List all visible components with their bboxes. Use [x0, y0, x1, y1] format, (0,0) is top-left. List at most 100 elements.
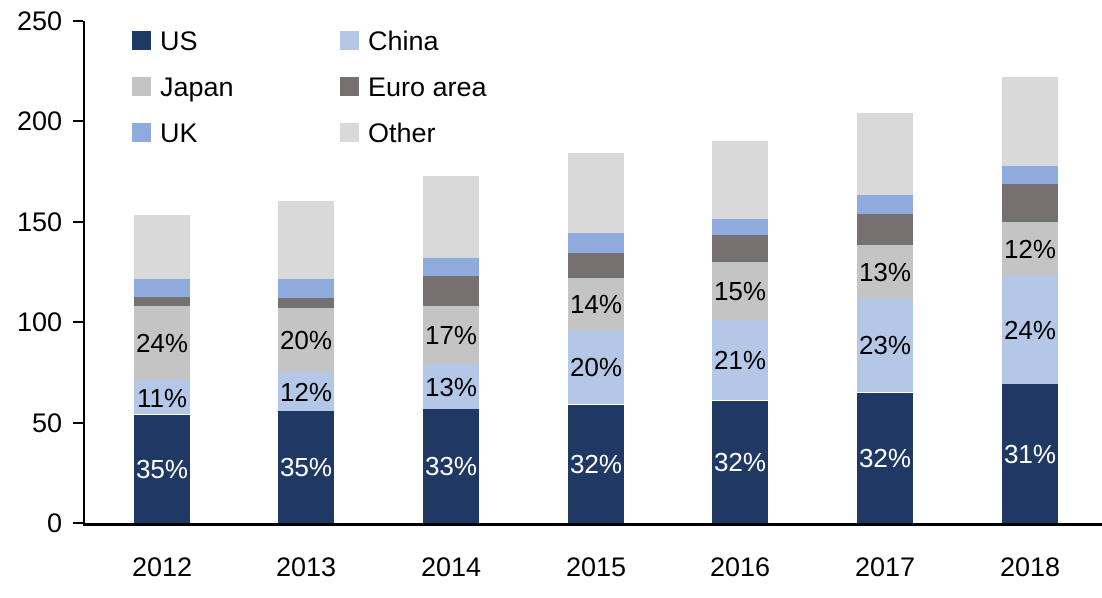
segment-value-label: 31%: [1003, 438, 1057, 469]
segment-value-label: 32%: [713, 446, 767, 477]
segment-other: [278, 200, 334, 279]
segment-china: [712, 320, 768, 401]
segment-other: [568, 152, 624, 233]
legend-label-china: China: [368, 26, 439, 56]
legend-swatch-japan: [132, 77, 151, 96]
segment-us: [134, 414, 190, 523]
x-axis-category-label: 2014: [420, 552, 482, 582]
segment-value-label: 11%: [136, 382, 188, 413]
legend-label-other: Other: [368, 118, 436, 148]
segment-us: [423, 408, 479, 523]
segment-value-label: 12%: [279, 376, 333, 407]
legend-swatch-euro-area: [340, 77, 359, 96]
y-axis-line: [83, 21, 85, 525]
segment-other: [134, 214, 190, 280]
segment-china: [134, 380, 190, 415]
segment-japan: [857, 244, 913, 299]
segment-other: [423, 175, 479, 258]
segment-value-label: 14%: [569, 289, 623, 320]
bar-2014: 33% 13% 17%: [423, 0, 479, 523]
segment-euro-area: [278, 298, 334, 309]
segment-euro-area: [712, 234, 768, 262]
segment-euro-area: [423, 276, 479, 307]
segment-japan: [278, 308, 334, 373]
y-axis-tick: [73, 120, 83, 122]
segment-japan: [712, 262, 768, 321]
segment-japan: [423, 306, 479, 365]
y-axis-tick: [73, 221, 83, 223]
segment-uk: [712, 218, 768, 235]
y-axis-tick-label: 250: [16, 6, 62, 36]
bar-2015: 32% 20% 14%: [568, 0, 624, 523]
y-axis-tick-label: 100: [16, 307, 62, 337]
legend-label-japan: Japan: [160, 72, 234, 102]
segment-euro-area: [1002, 183, 1058, 222]
segment-uk: [134, 279, 190, 298]
segment-china: [423, 364, 479, 409]
y-axis-tick: [73, 522, 83, 524]
legend-label-uk: UK: [160, 118, 198, 148]
segment-value-label: 32%: [569, 448, 623, 479]
segment-japan: [134, 306, 190, 381]
bar-2013: 35% 12% 20%: [278, 0, 334, 523]
segment-china: [278, 372, 334, 411]
segment-china: [568, 330, 624, 405]
x-axis-category-label: 2013: [275, 552, 337, 582]
segment-value-label: 20%: [569, 352, 623, 383]
y-axis-tick-label: 0: [46, 508, 62, 538]
x-axis-line: [83, 523, 1102, 526]
bar-2018: 31% 24% 12%: [1002, 0, 1058, 523]
bar-2012: 35% 11% 24%: [134, 0, 190, 523]
segment-us: [712, 400, 768, 523]
segment-uk: [278, 279, 334, 299]
segment-china: [857, 298, 913, 393]
legend-swatch-other: [340, 123, 359, 142]
segment-value-label: 13%: [424, 371, 478, 402]
x-axis-category-label: 2016: [709, 552, 771, 582]
segment-value-label: 15%: [713, 276, 767, 307]
segment-uk: [1002, 165, 1058, 184]
segment-other: [1002, 77, 1058, 166]
segment-value-label: 35%: [135, 453, 189, 484]
segment-value-label: 20%: [279, 325, 333, 356]
legend-swatch-china: [340, 31, 359, 50]
segment-other: [857, 113, 913, 195]
segment-china: [1002, 276, 1058, 385]
segment-uk: [423, 257, 479, 276]
segment-value-label: 33%: [424, 450, 478, 481]
y-axis-tick: [73, 321, 83, 323]
segment-japan: [1002, 221, 1058, 276]
bar-2016: 32% 21% 15%: [712, 0, 768, 523]
segment-euro-area: [857, 213, 913, 245]
x-axis-category-label: 2017: [854, 552, 916, 582]
segment-japan: [568, 278, 624, 331]
legend-swatch-us: [132, 31, 151, 50]
segment-value-label: 23%: [858, 330, 912, 361]
segment-other: [712, 140, 768, 219]
segment-value-label: 17%: [424, 320, 478, 351]
segment-euro-area: [568, 252, 624, 278]
segment-euro-area: [134, 297, 190, 307]
segment-us: [857, 392, 913, 523]
y-axis-tick: [73, 422, 83, 424]
segment-value-label: 24%: [1003, 315, 1057, 346]
segment-value-label: 35%: [279, 451, 333, 482]
segment-us: [568, 404, 624, 523]
x-axis-category-label: 2015: [565, 552, 627, 582]
segment-value-label: 24%: [135, 328, 189, 359]
x-axis-category-label: 2018: [999, 552, 1061, 582]
legend-label-euro-area: Euro area: [368, 72, 487, 102]
y-axis-tick-label: 50: [31, 408, 62, 438]
segment-value-label: 12%: [1003, 233, 1057, 264]
segment-us: [278, 410, 334, 523]
bar-2017: 32% 23% 13%: [857, 0, 913, 523]
y-axis-tick-label: 200: [16, 106, 62, 136]
segment-value-label: 13%: [858, 256, 912, 287]
segment-value-label: 32%: [858, 442, 912, 473]
segment-value-label: 21%: [713, 345, 767, 376]
segment-us: [1002, 384, 1058, 523]
legend-swatch-uk: [132, 123, 151, 142]
legend-label-us: US: [160, 26, 198, 56]
segment-uk: [568, 232, 624, 253]
